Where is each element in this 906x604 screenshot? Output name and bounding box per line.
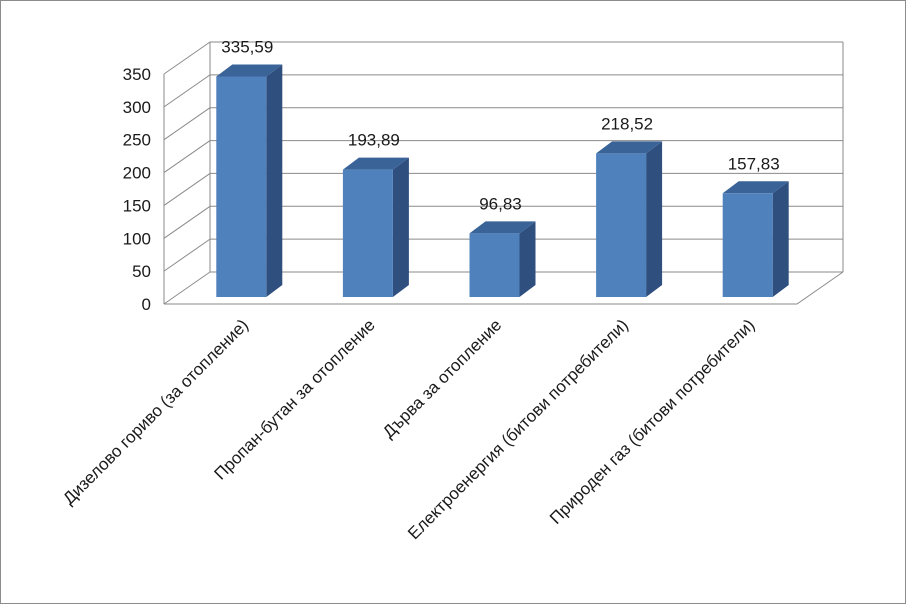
y-tick-label: 100 — [123, 229, 151, 248]
data-label: 193,89 — [348, 131, 400, 150]
y-tick-label: 0 — [142, 295, 151, 314]
bar-top — [722, 181, 789, 194]
gridline-side — [163, 41, 211, 75]
bar-side — [646, 141, 663, 297]
gridline-side — [163, 74, 211, 108]
bar-front — [216, 76, 267, 298]
bar-front — [469, 233, 520, 297]
bar-side — [519, 221, 536, 297]
y-axis-ticks: 0 50 100 150 200 250 300 350 — [123, 65, 151, 314]
gridline-side — [163, 173, 211, 206]
bar — [722, 181, 789, 297]
y-tick-label: 200 — [123, 164, 151, 183]
data-label: 157,83 — [728, 154, 780, 173]
data-label: 335,59 — [221, 37, 273, 56]
bar-side — [392, 157, 409, 297]
bar — [469, 221, 536, 297]
bar — [596, 141, 663, 297]
gridline-side — [163, 271, 211, 305]
bar-side — [266, 64, 283, 298]
data-label: 96,83 — [479, 194, 522, 213]
bar-front — [596, 153, 647, 297]
bar-top — [216, 64, 283, 77]
gridline-side — [163, 205, 211, 239]
bar-side — [772, 181, 789, 297]
data-label: 218,52 — [601, 114, 653, 133]
bar — [342, 157, 409, 297]
bars — [216, 64, 789, 298]
bar-top — [342, 157, 409, 170]
bar-front — [722, 193, 773, 297]
category-label: Природен газ (битови потребители) — [546, 315, 759, 528]
y-tick-label: 350 — [123, 65, 151, 84]
bar-front — [342, 169, 393, 297]
y-tick-label: 250 — [123, 131, 151, 150]
bar-top — [596, 141, 663, 154]
category-label: Дърва за отопление — [379, 315, 505, 441]
gridline-side — [163, 238, 211, 272]
y-tick-label: 150 — [123, 196, 151, 215]
floor-front-edge — [164, 271, 844, 305]
bar — [216, 64, 283, 298]
category-label: Електроенергия (битови потребители) — [404, 315, 632, 543]
y-tick-label: 50 — [132, 262, 151, 281]
gridline-side — [163, 140, 211, 173]
data-labels: 335,59 193,89 96,83 218,52 157,83 — [221, 37, 779, 213]
gridline-side — [163, 107, 211, 141]
bar-top — [469, 221, 536, 234]
category-labels: Дизелово гориво (за отопление)Пропан-бут… — [59, 315, 758, 543]
y-tick-label: 300 — [123, 98, 151, 117]
